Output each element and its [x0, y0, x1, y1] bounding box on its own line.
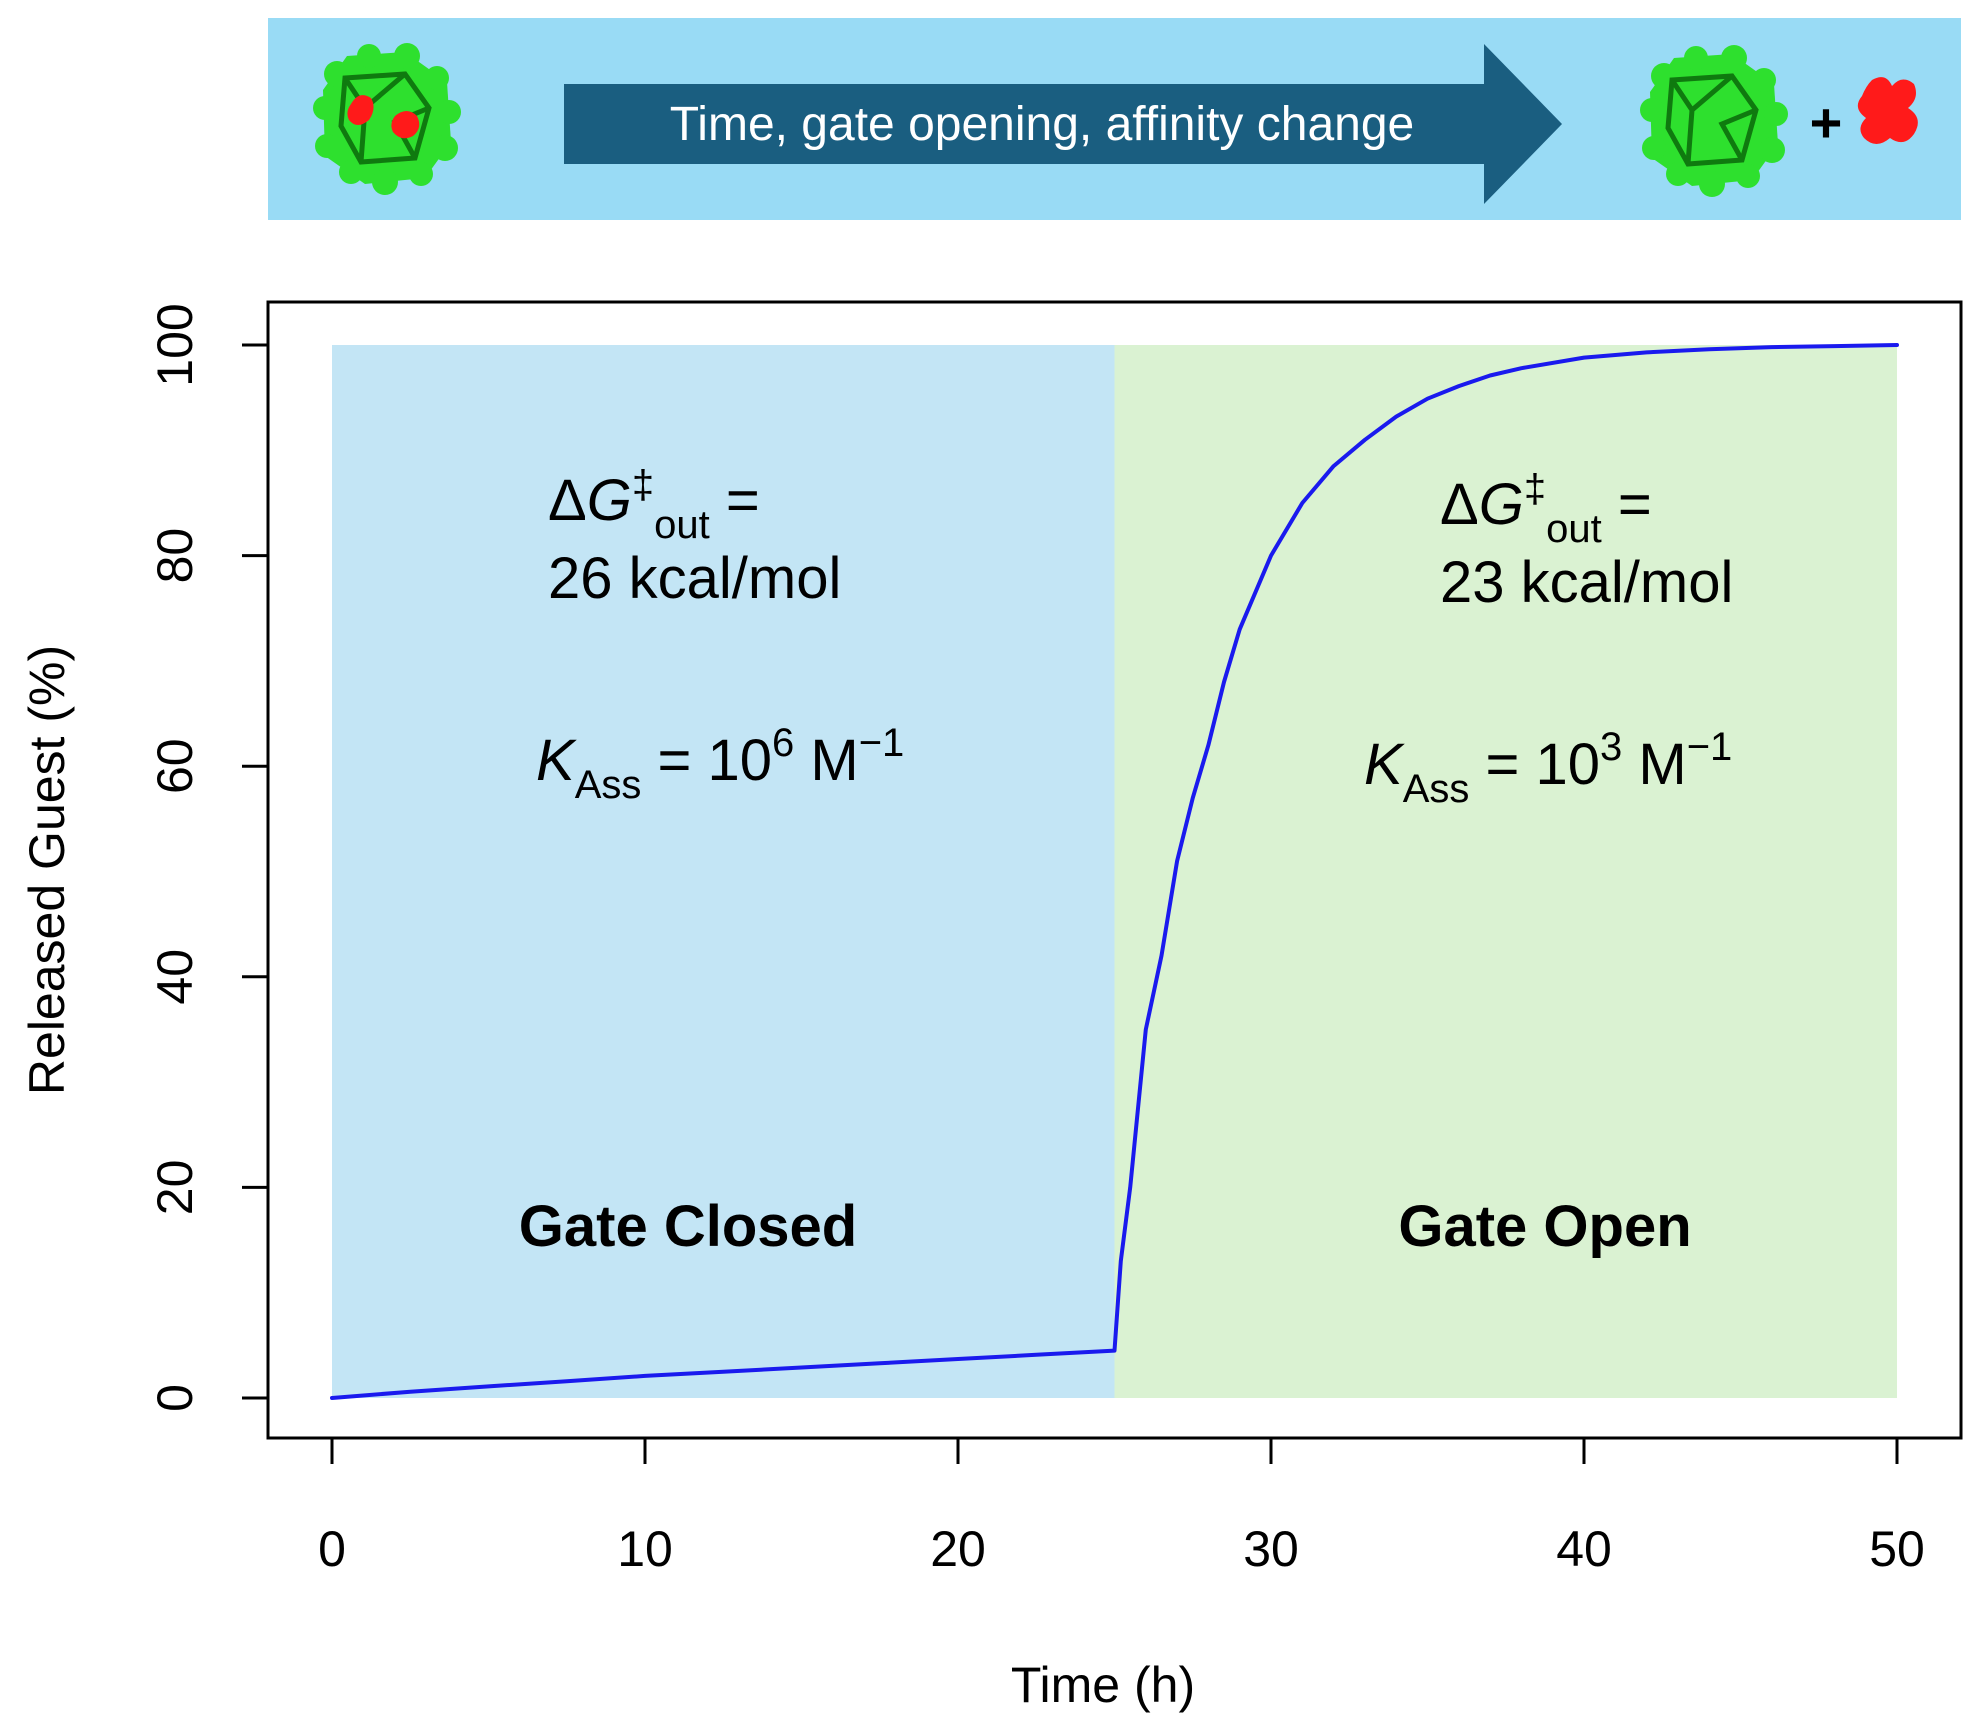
delta-g-subscript: out — [1546, 507, 1602, 551]
delta-g-equals: = — [710, 468, 760, 533]
x-tick-label: 10 — [617, 1521, 673, 1577]
cage-with-guest-icon — [313, 43, 461, 195]
k-subscript: Ass — [1403, 767, 1470, 811]
y-axis-title: Released Guest (%) — [19, 645, 75, 1095]
x-tick-label: 30 — [1243, 1521, 1299, 1577]
delta-g-value-gate-open: 23 kcal/mol — [1440, 550, 1733, 615]
delta-g-subscript: out — [654, 503, 710, 547]
chart-regions — [332, 345, 1897, 1398]
region-gate-closed — [332, 345, 1115, 1398]
y-tick-label: 20 — [147, 1160, 203, 1216]
delta-g-equals: = — [1602, 472, 1652, 537]
plot-frame — [266, 300, 1963, 1440]
y-tick-label: 80 — [147, 528, 203, 584]
series-line — [330, 343, 1899, 1400]
k-exponent: 3 — [1600, 725, 1622, 769]
x-tick-label: 50 — [1869, 1521, 1925, 1577]
region-label-gate-open: Gate Open — [1398, 1194, 1691, 1259]
delta-g-superscript: ‡ — [1524, 467, 1546, 511]
k-symbol: K — [536, 728, 577, 793]
k-ass-label-gate-open: KAss = 103 M−1 — [1364, 725, 1732, 811]
k-unit-exponent: −1 — [1687, 725, 1733, 769]
k-equals: = 10 — [1469, 732, 1600, 797]
empty-cage-icon — [1640, 45, 1788, 197]
delta-g-superscript: ‡ — [632, 463, 654, 507]
region-label-gate-closed: Gate Closed — [519, 1194, 857, 1259]
y-tick-label: 100 — [147, 303, 203, 386]
delta-g-letter: G — [1479, 472, 1524, 537]
delta-g-label-gate-open: ΔG‡out = — [1440, 467, 1652, 551]
delta-g-symbol: Δ — [1440, 472, 1479, 537]
x-axis-title: Time (h) — [1011, 1657, 1195, 1713]
k-symbol: K — [1364, 732, 1405, 797]
k-unit-exponent: −1 — [859, 721, 905, 765]
arrow-label: Time, gate opening, affinity change — [670, 98, 1415, 151]
progress-arrow: Time, gate opening, affinity change — [564, 44, 1562, 204]
axes: 0 10 20 30 40 50 0 20 40 60 80 100 — [147, 303, 1925, 1577]
y-tick-label: 60 — [147, 738, 203, 794]
y-tick-label: 40 — [147, 949, 203, 1005]
banner: Time, gate opening, affinity change + — [268, 18, 1961, 220]
x-tick-label: 20 — [930, 1521, 986, 1577]
delta-g-letter: G — [587, 468, 632, 533]
k-unit: M — [794, 728, 858, 793]
region-gate-open — [1114, 345, 1897, 1398]
k-equals: = 10 — [641, 728, 772, 793]
k-unit: M — [1622, 732, 1686, 797]
y-tick-label: 0 — [147, 1384, 203, 1412]
plus-sign: + — [1810, 91, 1843, 154]
guest-molecule-icon — [1857, 77, 1918, 144]
series-layer — [330, 343, 1899, 1400]
x-tick-label: 0 — [318, 1521, 346, 1577]
k-subscript: Ass — [575, 763, 642, 807]
delta-g-symbol: Δ — [548, 468, 587, 533]
x-tick-label: 40 — [1556, 1521, 1612, 1577]
delta-g-value-gate-closed: 26 kcal/mol — [548, 546, 841, 611]
delta-g-label-gate-closed: ΔG‡out = — [548, 463, 760, 547]
k-ass-label-gate-closed: KAss = 106 M−1 — [536, 721, 904, 807]
k-exponent: 6 — [772, 721, 794, 765]
